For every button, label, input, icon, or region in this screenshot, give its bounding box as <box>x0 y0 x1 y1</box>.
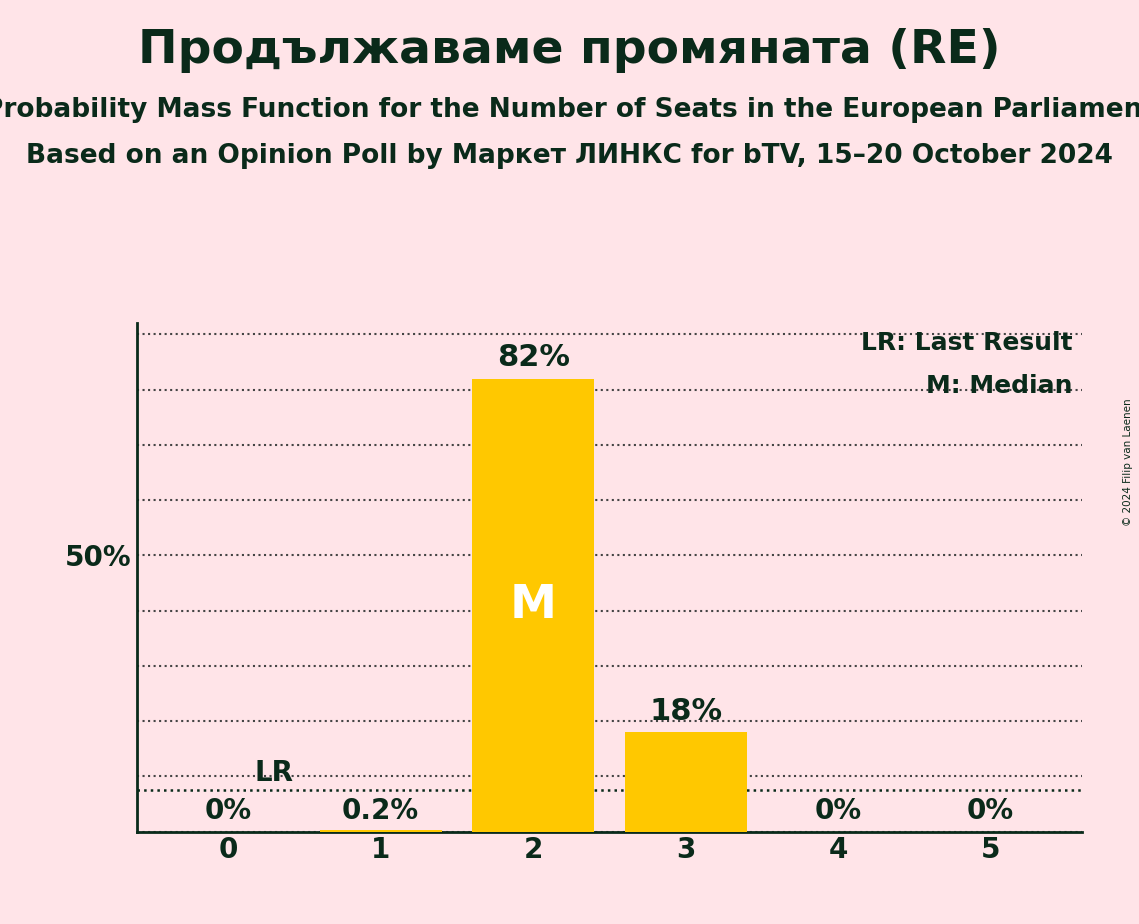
Text: 0%: 0% <box>814 797 861 825</box>
Text: Продължаваме промяната (RE): Продължаваме промяната (RE) <box>138 28 1001 73</box>
Text: 0%: 0% <box>205 797 252 825</box>
Text: 0.2%: 0.2% <box>342 797 419 825</box>
Text: Based on an Opinion Poll by Маркет ЛИНКС for bTV, 15–20 October 2024: Based on an Opinion Poll by Маркет ЛИНКС… <box>26 143 1113 169</box>
Text: M: Median: M: Median <box>926 374 1073 398</box>
Text: Probability Mass Function for the Number of Seats in the European Parliament: Probability Mass Function for the Number… <box>0 97 1139 123</box>
Text: 82%: 82% <box>497 343 570 372</box>
Text: M: M <box>509 583 557 627</box>
Text: LR: Last Result: LR: Last Result <box>861 331 1073 355</box>
Text: 18%: 18% <box>649 697 722 725</box>
Text: © 2024 Filip van Laenen: © 2024 Filip van Laenen <box>1123 398 1133 526</box>
Bar <box>320 831 442 832</box>
Text: 0%: 0% <box>967 797 1014 825</box>
Bar <box>473 379 595 832</box>
Bar <box>624 732 746 832</box>
Text: LR: LR <box>254 759 294 787</box>
